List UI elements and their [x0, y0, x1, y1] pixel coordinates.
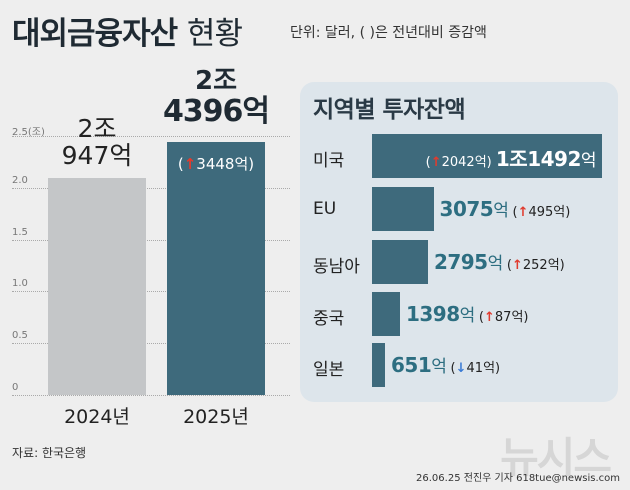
region-label: EU [313, 199, 337, 219]
change-value: 3448억 [196, 155, 249, 173]
bar-일본 [372, 343, 386, 387]
paren-open: ( [425, 155, 431, 170]
y-gridline [12, 239, 290, 241]
bar-중국 [372, 292, 400, 336]
change-value: 41억 [466, 361, 496, 376]
title-bold: 대외금융자산 [12, 16, 178, 52]
change-label: (↑495억) [508, 205, 570, 220]
y-tick-label: 2.5(조) [12, 127, 45, 138]
change-label: (↓41억) [446, 361, 501, 376]
bar-value-label: 1398억 (↑87억) [406, 301, 529, 326]
label-line1: 2조 [194, 66, 237, 96]
change-arrow-icon: ↑ [183, 155, 197, 173]
paren-close: ) [495, 361, 501, 376]
credit-line: 26.06.25 전진우 기자 618tue@newsis.com [416, 473, 620, 484]
bar-2024년 [48, 177, 146, 395]
newsis-watermark-logo: 뉴시스 [500, 433, 612, 482]
region-label: 중국 [313, 309, 345, 329]
arrow-up-icon: ↑ [484, 310, 495, 325]
x-tick-label: 2024년 [64, 406, 130, 428]
paren-open: ( [446, 361, 456, 376]
paren-close: ) [559, 258, 565, 273]
paren-open: ( [508, 205, 518, 220]
value-main: 651 [391, 353, 432, 377]
y-tick-label: 0.5 [12, 330, 28, 342]
bar-2025년 [167, 142, 265, 395]
arrow-up-icon: ↑ [517, 205, 529, 220]
bar-value-label: 2795억 (↑252억) [434, 249, 565, 274]
change-value: 87억 [494, 310, 524, 325]
y-tick-label: 0 [12, 382, 19, 393]
value-main: 1398 [405, 302, 460, 326]
bar-value-label-2024: 2조 947억 [48, 116, 146, 168]
label-line1: 2조 [77, 114, 117, 143]
y-gridline [12, 395, 290, 396]
value-main: 1조1492 [495, 147, 581, 171]
value-unit: 억 [487, 254, 504, 274]
value-main: 2795 [433, 250, 488, 274]
value-unit: 억 [580, 151, 597, 171]
change-arrow-icon: ↑ [430, 155, 442, 170]
total-assets-chart: 0 0.5 1.0 1.5 2.0 2.5(조) 2024년 2025년 2조 947억 2조 439… [0, 0, 300, 428]
y-gridline [12, 343, 290, 345]
paren-close: ) [248, 155, 255, 173]
x-tick-label: 2025년 [183, 406, 249, 428]
value-unit: 억 [459, 306, 476, 326]
change-value: 2042억 [441, 155, 487, 170]
page-title: 대외금융자산 현황 [12, 8, 243, 53]
y-tick-label: 2.0 [12, 174, 28, 186]
y-gridline [12, 136, 290, 137]
paren-open: ( [177, 155, 184, 173]
paren-close: ) [565, 205, 571, 220]
region-chart-title: 지역별 투자잔액 [313, 97, 466, 123]
paren-close: ) [486, 155, 496, 170]
paren-close: ) [523, 310, 529, 325]
bar-EU [372, 187, 434, 231]
bar-value-label: (↑2042억) 1조1492억 [426, 143, 597, 172]
unit-note: 단위: 달러, ( )은 전년대비 증감액 [290, 25, 487, 41]
bar-change-label-2025: (↑3448억) [167, 157, 265, 172]
region-label: 동남아 [313, 257, 360, 277]
paren-open: ( [474, 310, 484, 325]
y-tick-label: 1.0 [12, 278, 28, 290]
change-value: 495억 [528, 205, 566, 220]
label-line2: 947억 [61, 141, 133, 170]
y-tick-label: 1.5 [12, 226, 28, 238]
bar-value-label-2025: 2조 4396억 [160, 68, 272, 127]
arrow-down-icon: ↓ [455, 361, 467, 376]
bar-미국 [372, 134, 602, 178]
change-value: 252억 [522, 258, 560, 273]
bar-value-label: 3075억 (↑495억) [440, 196, 571, 221]
region-label: 일본 [313, 360, 345, 380]
value-unit: 억 [493, 201, 509, 221]
bar-value-label: 651억 (↓41억) [391, 352, 500, 377]
region-label: 미국 [313, 151, 345, 171]
y-gridline [12, 187, 290, 189]
change-label: (↑2042억) [426, 155, 496, 170]
change-label: (↑87억) [475, 310, 529, 325]
paren-open: ( [502, 258, 512, 273]
y-gridline [12, 291, 290, 293]
value-main: 3075 [439, 197, 494, 221]
bar-동남아 [372, 240, 428, 284]
value-unit: 억 [431, 357, 447, 377]
label-line2: 4396억 [162, 94, 270, 129]
change-label: (↑252억) [503, 258, 565, 273]
title-light: 현황 [186, 16, 243, 52]
arrow-up-icon: ↑ [511, 258, 523, 273]
source-note: 자료: 한국은행 [12, 446, 87, 460]
